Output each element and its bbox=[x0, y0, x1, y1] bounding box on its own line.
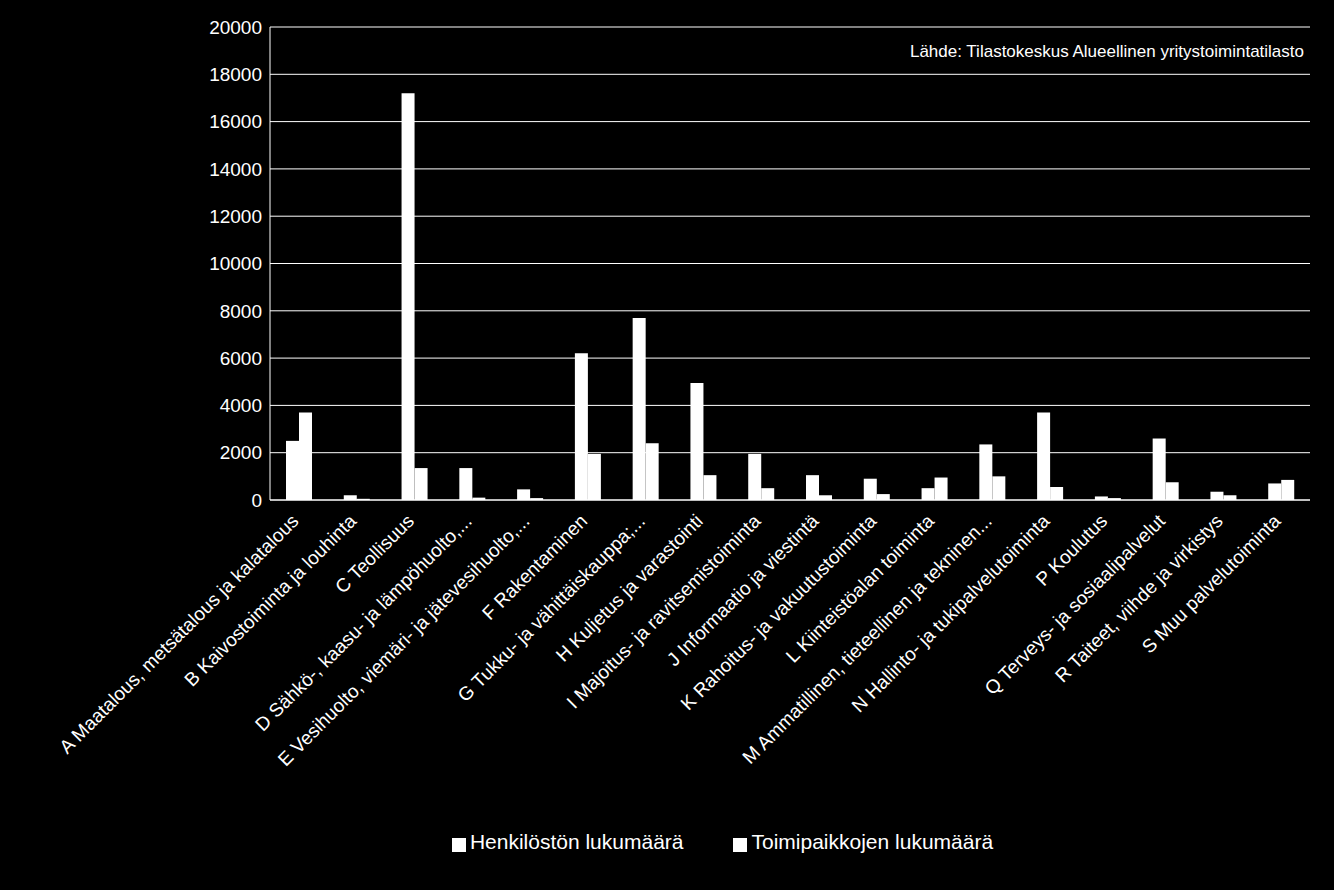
svg-text:D Sähkö-, kaasu- ja lämpöhuolt: D Sähkö-, kaasu- ja lämpöhuolto,... bbox=[251, 510, 476, 735]
svg-text:2000: 2000 bbox=[220, 442, 262, 463]
svg-text:16000: 16000 bbox=[209, 111, 262, 132]
svg-text:L Kiinteistöalan toiminta: L Kiinteistöalan toiminta bbox=[781, 510, 938, 667]
svg-text:F Rakentaminen: F Rakentaminen bbox=[478, 510, 591, 623]
svg-text:M Ammatillinen, tieteellinen j: M Ammatillinen, tieteellinen ja tekninen… bbox=[738, 510, 996, 768]
svg-text:J Informaatio ja viestintä: J Informaatio ja viestintä bbox=[662, 510, 823, 671]
svg-text:K Rahoitus- ja vakuutustoimint: K Rahoitus- ja vakuutustoiminta bbox=[676, 510, 881, 715]
svg-text:12000: 12000 bbox=[209, 206, 262, 227]
svg-text:R Taiteet, viihde ja virkistys: R Taiteet, viihde ja virkistys bbox=[1051, 510, 1227, 687]
svg-text:Q Terveys- ja sosiaalipalvelut: Q Terveys- ja sosiaalipalvelut bbox=[980, 510, 1170, 699]
svg-text:S Muu palvelutoiminta: S Muu palvelutoiminta bbox=[1138, 510, 1285, 657]
svg-text:H Kuljetus ja varastointi: H Kuljetus ja varastointi bbox=[551, 510, 707, 666]
svg-text:A Maatalous, metsätalous ja ka: A Maatalous, metsätalous ja kalatalous bbox=[55, 510, 303, 758]
svg-text:N Hallinto- ja tukipalvelutoim: N Hallinto- ja tukipalvelutoiminta bbox=[848, 510, 1054, 716]
html-text:Toimipaikkojen lukumäärä: Toimipaikkojen lukumäärä bbox=[751, 830, 994, 853]
svg-text:E Vesihuolto, viemäri- ja jäte: E Vesihuolto, viemäri- ja jätevesihuolto… bbox=[274, 510, 534, 770]
svg-text:B Kaivostoiminta ja louhinta: B Kaivostoiminta ja louhinta bbox=[180, 510, 361, 691]
svg-text:14000: 14000 bbox=[209, 159, 262, 180]
svg-text:10000: 10000 bbox=[209, 253, 262, 274]
svg-text:8000: 8000 bbox=[220, 301, 262, 322]
svg-text:18000: 18000 bbox=[209, 64, 262, 85]
svg-text:G Tukku- ja vähittäiskauppa;..: G Tukku- ja vähittäiskauppa;... bbox=[453, 510, 650, 706]
svg-text:I Majoitus- ja ravitsemistoimi: I Majoitus- ja ravitsemistoiminta bbox=[562, 510, 765, 713]
svg-text:C Teollisuus: C Teollisuus bbox=[331, 510, 418, 598]
svg-text:0: 0 bbox=[251, 490, 262, 511]
svg-text:20000: 20000 bbox=[209, 17, 262, 38]
svg-text:P Koulutus: P Koulutus bbox=[1031, 510, 1112, 590]
html-text:Henkilöstön lukumäärä: Henkilöstön lukumäärä bbox=[469, 830, 684, 853]
svg-text:4000: 4000 bbox=[220, 395, 262, 416]
html-text:Lähde: Tilastokeskus Alueellin: Lähde: Tilastokeskus Alueellinen yrityst… bbox=[910, 42, 1304, 61]
svg-text:6000: 6000 bbox=[220, 348, 262, 369]
